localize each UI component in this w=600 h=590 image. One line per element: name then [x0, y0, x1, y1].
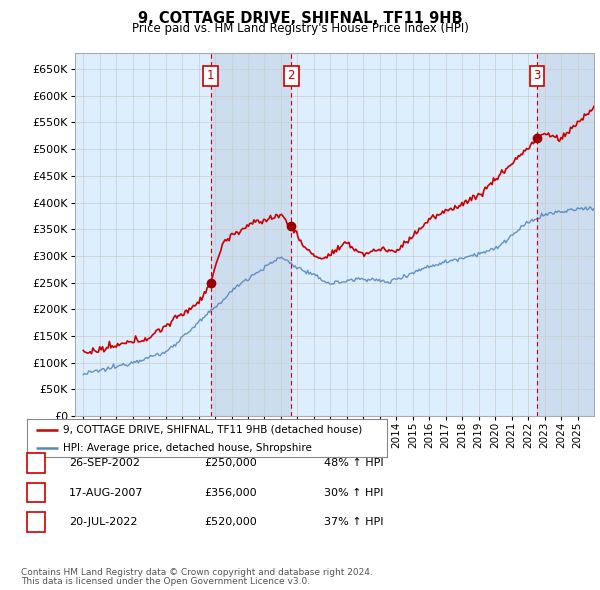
Text: 2: 2 [287, 70, 295, 83]
Text: Price paid vs. HM Land Registry's House Price Index (HPI): Price paid vs. HM Land Registry's House … [131, 22, 469, 35]
Text: 3: 3 [533, 70, 541, 83]
Text: This data is licensed under the Open Government Licence v3.0.: This data is licensed under the Open Gov… [21, 578, 310, 586]
Text: 48% ↑ HPI: 48% ↑ HPI [324, 458, 383, 468]
Text: £520,000: £520,000 [204, 517, 257, 527]
Text: 9, COTTAGE DRIVE, SHIFNAL, TF11 9HB: 9, COTTAGE DRIVE, SHIFNAL, TF11 9HB [137, 11, 463, 25]
Text: 37% ↑ HPI: 37% ↑ HPI [324, 517, 383, 527]
Bar [537, 53, 594, 416]
Text: £250,000: £250,000 [204, 458, 257, 468]
Text: 30% ↑ HPI: 30% ↑ HPI [324, 488, 383, 497]
Text: 1: 1 [207, 70, 214, 83]
Text: 17-AUG-2007: 17-AUG-2007 [69, 488, 143, 497]
Text: 26-SEP-2002: 26-SEP-2002 [69, 458, 140, 468]
Text: 9, COTTAGE DRIVE, SHIFNAL, TF11 9HB (detached house): 9, COTTAGE DRIVE, SHIFNAL, TF11 9HB (det… [63, 425, 362, 435]
Text: 3: 3 [32, 517, 40, 527]
Bar [211, 53, 292, 416]
Text: 1: 1 [32, 458, 40, 468]
Text: Contains HM Land Registry data © Crown copyright and database right 2024.: Contains HM Land Registry data © Crown c… [21, 568, 373, 577]
Text: 2: 2 [32, 488, 40, 497]
Text: HPI: Average price, detached house, Shropshire: HPI: Average price, detached house, Shro… [63, 442, 312, 453]
Text: £356,000: £356,000 [204, 488, 257, 497]
Text: 20-JUL-2022: 20-JUL-2022 [69, 517, 137, 527]
